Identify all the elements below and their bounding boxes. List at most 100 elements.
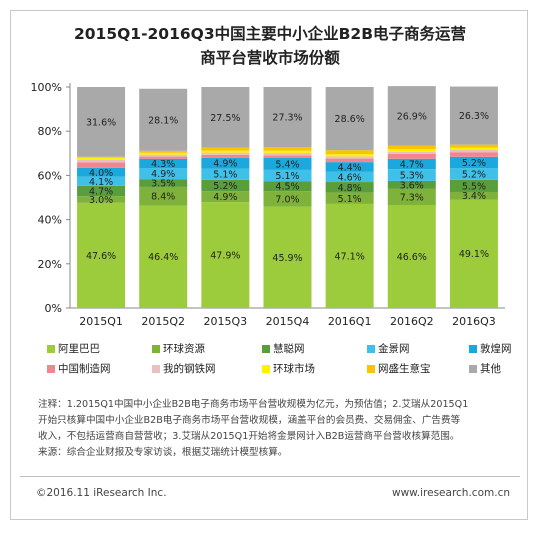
legend-label: 网盛生意宝 — [378, 363, 431, 375]
bar-segment — [201, 87, 250, 148]
bar-segment — [449, 199, 498, 308]
x-tick-label: 2015Q1 — [79, 315, 123, 328]
bar-segment — [387, 149, 436, 152]
data-label: 49.1% — [459, 249, 489, 260]
legend-label: 中国制造网 — [58, 363, 111, 375]
bar-segment — [139, 152, 188, 155]
bar-segment — [325, 154, 374, 157]
data-label: 5.5% — [462, 181, 486, 192]
bar-segment — [77, 196, 126, 203]
legend-item: 敦煌网 — [469, 341, 512, 356]
data-label: 4.7% — [89, 186, 113, 197]
legend-label: 我的钢铁网 — [163, 363, 216, 375]
data-label: 27.5% — [210, 113, 240, 124]
bar-segment — [263, 150, 312, 153]
notes-block: 注释：1.2015Q1中国中小企业B2B电子商务市场平台营收规模为亿元，为预估值… — [38, 397, 516, 461]
note-line: 收入，不包括运营商自营营收；3.艾瑞从2015Q1开始将金景网计入B2B运营商平… — [38, 431, 460, 442]
data-label: 5.1% — [275, 171, 299, 182]
bar-segment — [325, 192, 374, 204]
data-label: 47.9% — [210, 251, 240, 262]
x-tick-label: 2016Q1 — [328, 315, 372, 328]
data-label: 28.6% — [335, 114, 365, 125]
data-label: 4.5% — [275, 182, 299, 193]
data-label: 5.1% — [213, 170, 237, 181]
bar-segment — [201, 168, 250, 180]
legend-label: 阿里巴巴 — [58, 343, 100, 355]
bar-segment — [387, 188, 436, 206]
legend-label: 环球资源 — [163, 343, 205, 355]
bar-segment — [325, 182, 374, 193]
bar-segment — [325, 171, 374, 183]
data-label: 31.6% — [86, 117, 116, 128]
data-label: 28.1% — [148, 115, 178, 126]
bar-segment — [263, 169, 312, 182]
bar-segment — [201, 154, 250, 158]
bar-segment — [325, 87, 374, 151]
legend-swatch — [262, 364, 270, 373]
legend-label: 其他 — [480, 363, 501, 375]
bar-segment — [263, 155, 312, 158]
bar-segment — [77, 162, 126, 168]
legend-item: 金景网 — [367, 341, 410, 356]
data-label: 3.5% — [151, 179, 175, 190]
data-label: 27.3% — [272, 113, 302, 124]
bar-segment — [449, 86, 498, 145]
data-label: 4.6% — [338, 172, 362, 183]
legend-swatch — [469, 364, 477, 373]
bar-segment — [139, 156, 188, 159]
x-tick-label: 2016Q2 — [390, 315, 434, 328]
y-tick-label: 20% — [38, 258, 62, 271]
bar-segment — [449, 152, 498, 157]
data-label: 26.9% — [397, 111, 427, 122]
legend-label: 环球市场 — [273, 363, 315, 375]
data-label: 47.6% — [86, 251, 116, 262]
data-label: 46.4% — [148, 252, 178, 263]
bar-segment — [201, 179, 250, 192]
data-label: 8.4% — [151, 192, 175, 203]
bar-segment — [449, 144, 498, 148]
bar-segment — [139, 186, 188, 206]
legend-item: 阿里巴巴 — [47, 341, 100, 356]
legend-swatch — [262, 344, 270, 353]
y-tick-label: 60% — [38, 169, 62, 182]
legend-item: 我的钢铁网 — [152, 361, 216, 376]
data-label: 5.1% — [338, 194, 362, 205]
data-label: 5.4% — [275, 159, 299, 170]
bar-segment — [201, 147, 250, 151]
y-tick-label: 80% — [38, 125, 62, 138]
legend-label: 敦煌网 — [480, 343, 512, 355]
bar-segment — [449, 191, 498, 200]
bar-segment — [449, 168, 498, 180]
website-url: www.iresearch.com.cn — [391, 487, 510, 499]
legend-swatch — [47, 344, 55, 353]
bar-segment — [139, 88, 188, 151]
bar-segment — [449, 156, 498, 169]
bar-segment — [449, 179, 498, 192]
legend-swatch — [367, 344, 375, 353]
legend-item: 其他 — [469, 361, 501, 376]
bar-segment — [77, 167, 126, 177]
bar-segment — [77, 157, 126, 160]
data-label: 5.2% — [213, 181, 237, 192]
data-label: 4.4% — [338, 163, 362, 174]
data-label: 4.8% — [338, 183, 362, 194]
legend-item: 慧聪网 — [262, 341, 305, 356]
y-tick-label: 100% — [31, 81, 62, 94]
legend-item: 环球资源 — [152, 341, 205, 356]
bar-segment — [263, 147, 312, 151]
bar-segment — [449, 147, 498, 150]
chart-title-line1: 2015Q1-2016Q3中国主要中小企业B2B电子商务运营 — [73, 25, 467, 43]
bar-segment — [139, 150, 188, 153]
data-label: 7.3% — [400, 192, 424, 203]
data-label: 4.9% — [213, 192, 237, 203]
data-label: 7.0% — [275, 194, 299, 205]
data-label: 26.3% — [459, 111, 489, 122]
bar-segment — [263, 191, 312, 207]
legend-label: 金景网 — [378, 343, 410, 355]
data-label: 5.2% — [462, 158, 486, 169]
bar-segment — [263, 157, 312, 170]
bar-segment — [201, 152, 250, 155]
bar-segment — [387, 158, 436, 170]
legend-swatch — [47, 364, 55, 373]
legend-item: 网盛生意宝 — [367, 361, 431, 376]
